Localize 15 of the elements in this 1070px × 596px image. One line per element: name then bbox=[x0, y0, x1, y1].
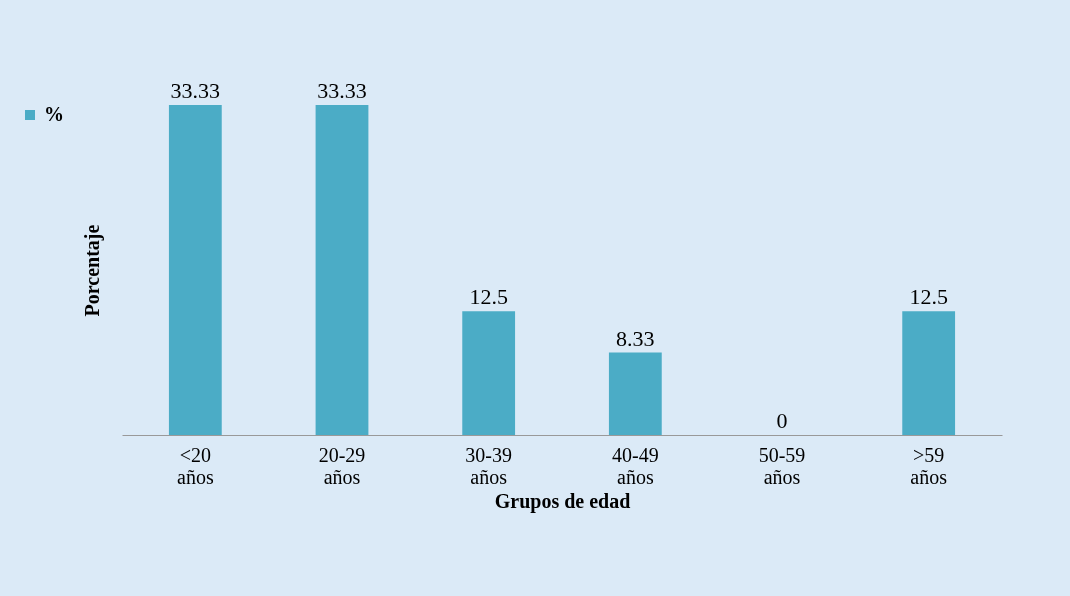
x-tick-label: 30-39 años bbox=[465, 443, 512, 488]
data-label: 12.5 bbox=[909, 284, 948, 310]
x-tick-label: >59 años bbox=[910, 443, 948, 488]
data-label: 0 bbox=[776, 408, 788, 433]
x-tick-label: 50-59 años bbox=[758, 443, 806, 488]
legend-label: % bbox=[44, 103, 64, 125]
data-label: 33.33 bbox=[170, 78, 221, 103]
y-axis-title: Porcentaje bbox=[80, 224, 104, 317]
data-label: 12.5 bbox=[469, 284, 508, 310]
x-tick-label: 40-49 años bbox=[612, 443, 659, 488]
x-axis-title: Grupos de edad bbox=[494, 489, 631, 513]
x-tick-label: 20-29 años bbox=[318, 443, 366, 488]
data-label: 33.33 bbox=[317, 78, 367, 103]
data-label: 8.33 bbox=[616, 325, 655, 351]
x-tick-label: <20 años bbox=[177, 443, 214, 488]
